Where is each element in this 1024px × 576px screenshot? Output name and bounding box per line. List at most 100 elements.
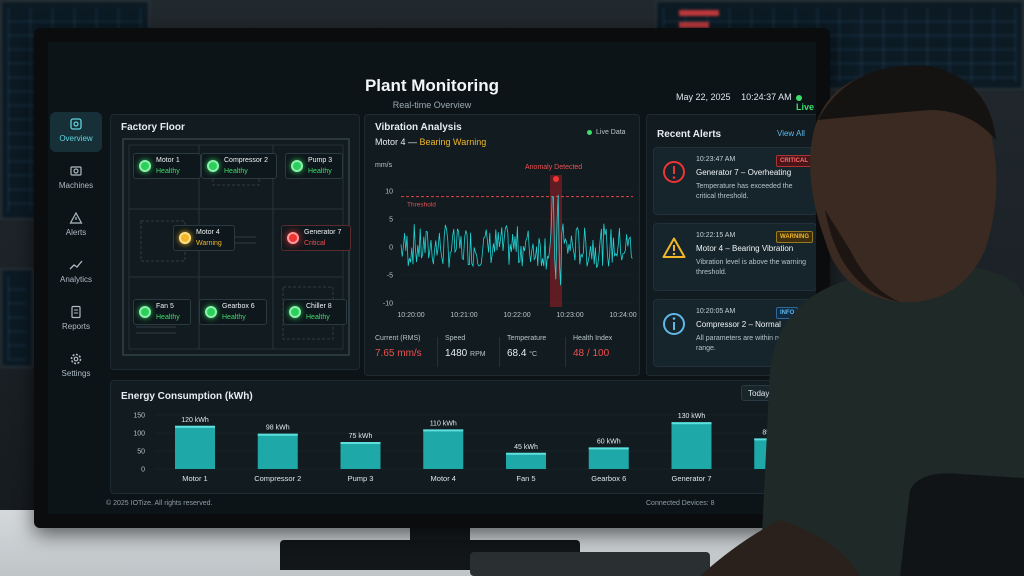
machine-chiller-8[interactable]: Chiller 8 Healthy — [283, 299, 347, 325]
machine-name: Compressor 2 — [224, 157, 268, 164]
machine-status: Healthy — [222, 314, 246, 321]
office-chair — [900, 473, 1024, 576]
bar-data-label: 75 kWh — [349, 433, 373, 440]
machine-status: Healthy — [156, 314, 180, 321]
sidebar-item-machines[interactable]: Machines — [50, 159, 102, 199]
footer-copyright: © 2025 IOTize. All rights reserved. — [106, 500, 213, 507]
sidebar-item-alerts[interactable]: Alerts — [50, 206, 102, 246]
x-tick-label: 10:21:00 — [450, 312, 477, 319]
recent-alerts-title: Recent Alerts — [657, 129, 722, 140]
category-label: Gearbox 6 — [591, 474, 626, 483]
sidebar-item-settings[interactable]: Settings — [50, 347, 102, 387]
metric-value: 48 / 100 — [573, 348, 612, 359]
machine-name: Generator 7 — [304, 229, 342, 236]
bar-highlight — [506, 452, 546, 455]
live-data-label: Live Data — [596, 129, 626, 136]
live-data-indicator: Live Data — [587, 129, 626, 136]
vibration-grid — [401, 190, 633, 304]
live-label: Live — [796, 102, 815, 112]
bar-group[interactable]: 120 kWh Motor 1 — [175, 417, 215, 483]
alert-time: 10:22:15 AM — [696, 232, 736, 239]
view-all-link[interactable]: View All — [777, 129, 805, 138]
machine-gearbox-6[interactable]: Gearbox 6 Healthy — [199, 299, 267, 325]
metric-number: 7.65 mm/s — [375, 348, 422, 359]
date-text: May 22, 2025 — [676, 92, 731, 102]
metric-number: 1480 — [445, 348, 468, 359]
sidebar: Overview Machines Alerts Analytics Repor… — [48, 112, 108, 392]
vibration-y-ticks: 10 5 0 -5 -10 — [383, 189, 393, 308]
metric-value: 7.65 mm/s — [375, 348, 422, 359]
bar — [671, 422, 712, 469]
x-tick-label: 10:24:00 — [609, 312, 636, 319]
status-dot-icon — [205, 306, 217, 318]
y-tick-label: 10 — [385, 189, 393, 196]
vibration-panel: Vibration Analysis Motor 4 — Bearing War… — [364, 114, 640, 376]
vibration-dash: — — [405, 137, 420, 147]
vibration-subtitle: Motor 4 — Bearing Warning — [375, 137, 486, 147]
threshold-label: Threshold — [407, 202, 436, 209]
machine-fan-5[interactable]: Fan 5 Healthy — [133, 299, 191, 325]
category-label: Generator 7 — [671, 474, 711, 483]
time-text: 10:24:37 AM — [741, 92, 792, 102]
energy-title: Energy Consumption (kWh) — [121, 391, 253, 402]
settings-icon — [70, 353, 82, 365]
page-subtitle: Real-time Overview — [392, 100, 472, 110]
y-tick-label: -10 — [383, 301, 393, 308]
alert-title: Compressor 2 – Normal — [696, 320, 781, 329]
page-title: Plant Monitoring — [364, 76, 500, 95]
alert-title: Generator 7 – Overheating — [696, 168, 792, 177]
bar-group[interactable]: 130 kWh Generator 7 — [671, 413, 711, 483]
bar — [175, 425, 215, 469]
bar-data-label: 60 kWh — [597, 438, 621, 445]
bar-group[interactable]: 45 kWh Fan 5 — [506, 444, 546, 483]
connected-devices: Connected Devices: 8 — [646, 500, 715, 507]
sidebar-item-label: Reports — [61, 322, 90, 331]
bar-data-label: 98 kWh — [266, 425, 290, 432]
sidebar-item-reports[interactable]: Reports — [50, 300, 102, 340]
anomaly-label: Anomaly Detected — [525, 164, 582, 171]
sidebar-item-overview[interactable]: Overview — [50, 112, 102, 152]
bar-group[interactable]: 98 kWh Compressor 2 — [254, 425, 301, 483]
machine-status: Critical — [304, 240, 326, 247]
bar — [588, 447, 629, 469]
bar-highlight — [671, 422, 712, 425]
status-dot-icon — [289, 306, 301, 318]
machine-name: Chiller 8 — [306, 303, 332, 310]
machine-generator-7[interactable]: Generator 7 Critical — [281, 225, 351, 251]
alert-item-warning[interactable]: 10:22:15 AM WARNING Motor 4 – Bearing Vi… — [653, 223, 816, 291]
alert-title: Motor 4 – Bearing Vibration — [696, 244, 794, 253]
metric-current-rms: Current (RMS) 7.65 mm/s — [375, 335, 422, 371]
category-label: Fan 5 — [516, 474, 535, 483]
factory-floor-title: Factory Floor — [121, 122, 185, 133]
live-dot-icon — [587, 129, 592, 135]
bar-group[interactable]: 60 kWh Gearbox 6 — [588, 438, 629, 483]
bar-group[interactable]: 75 kWh Pump 3 — [340, 433, 381, 483]
machine-name: Gearbox 6 — [222, 303, 255, 310]
metric-number: 48 / 100 — [573, 348, 610, 359]
sidebar-item-analytics[interactable]: Analytics — [50, 253, 102, 293]
machine-motor-1[interactable]: Motor 1 Healthy — [133, 153, 201, 179]
alert-badge: WARNING — [776, 231, 813, 243]
keyboard — [470, 552, 710, 576]
category-label: Compressor 2 — [254, 474, 301, 483]
anomaly-band — [550, 175, 562, 307]
category-label: Motor 1 — [182, 474, 207, 483]
metric-number: 68.4 — [507, 348, 527, 359]
machine-status: Warning — [196, 240, 222, 247]
bar-data-label: 120 kWh — [181, 417, 209, 424]
background-monitor-left-lower — [0, 268, 34, 368]
machine-name: Pump 3 — [308, 157, 333, 164]
bar-group[interactable]: 110 kWh Motor 4 — [423, 420, 464, 483]
y-tick-label: 100 — [133, 431, 145, 438]
metric-label: Health Index — [573, 335, 613, 342]
machine-status: Healthy — [306, 314, 330, 321]
status-dot-icon — [287, 232, 299, 244]
machine-compressor-2[interactable]: Compressor 2 Healthy — [201, 153, 277, 179]
metric-label: Current (RMS) — [375, 335, 421, 342]
bar — [340, 442, 381, 469]
machine-status: Healthy — [224, 168, 248, 175]
alert-item-critical[interactable]: 10:23:47 AM CRITICAL Generator 7 – Overh… — [653, 147, 816, 215]
machine-pump-3[interactable]: Pump 3 Healthy — [285, 153, 343, 179]
machine-status: Healthy — [156, 168, 180, 175]
machine-motor-4[interactable]: Motor 4 Warning — [173, 225, 235, 251]
